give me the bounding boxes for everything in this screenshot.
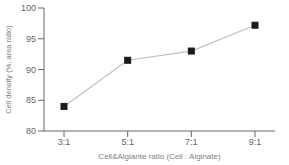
svg-text:5:1: 5:1 bbox=[121, 137, 134, 147]
svg-text:85: 85 bbox=[26, 95, 36, 105]
svg-text:9:1: 9:1 bbox=[249, 137, 262, 147]
svg-text:90: 90 bbox=[26, 65, 36, 75]
svg-text:Cell density (%, area ratio): Cell density (%, area ratio) bbox=[8, 25, 13, 114]
svg-text:100: 100 bbox=[21, 3, 36, 13]
svg-text:80: 80 bbox=[26, 126, 36, 136]
svg-text:Cell&Algiante ratio (Cell : Al: Cell&Algiante ratio (Cell : Alginate) bbox=[98, 152, 221, 161]
svg-text:3:1: 3:1 bbox=[58, 137, 71, 147]
svg-text:95: 95 bbox=[26, 34, 36, 44]
svg-text:7:1: 7:1 bbox=[185, 137, 198, 147]
